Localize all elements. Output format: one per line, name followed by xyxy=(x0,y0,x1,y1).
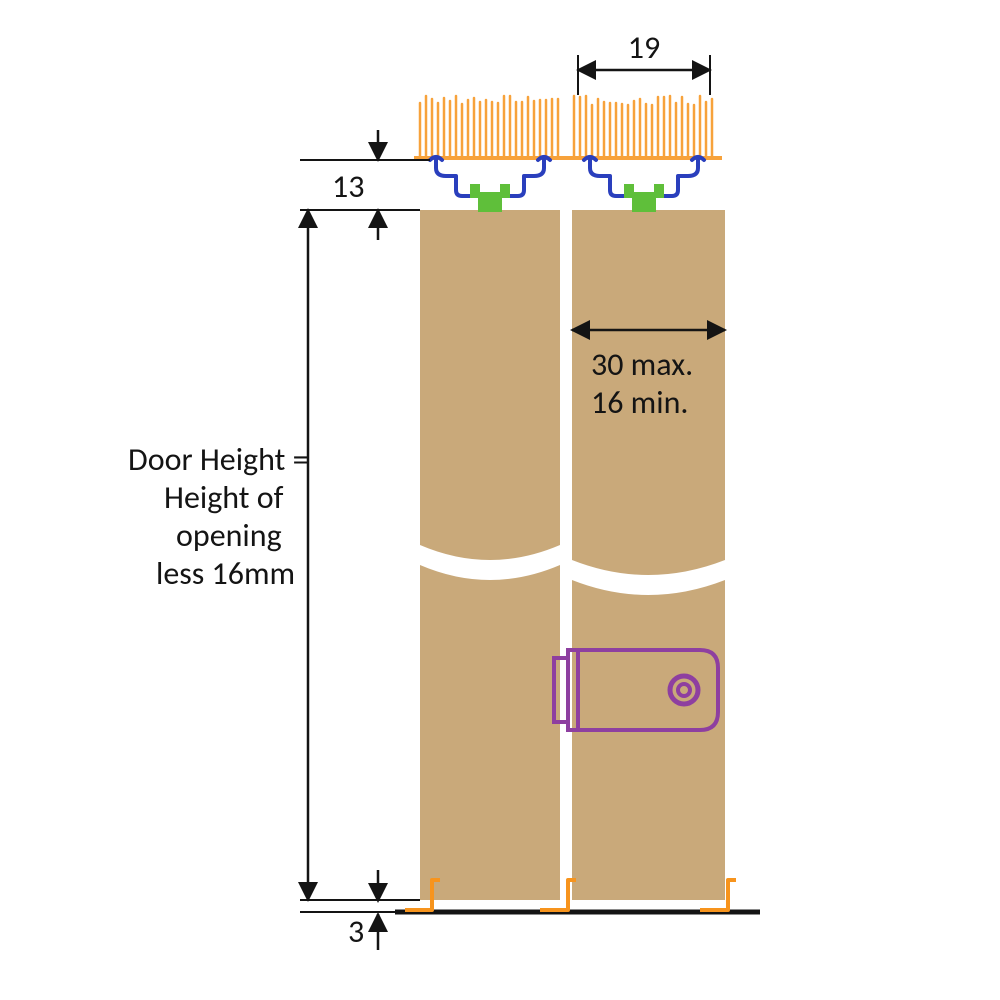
dim-track-width-label: 19 xyxy=(628,28,660,67)
dim-hanger-height: 13 xyxy=(300,130,430,240)
hanger-left xyxy=(470,184,510,212)
top-track-right xyxy=(584,157,704,196)
door-section-diagram: 19 13 Door Height = Height of opening le… xyxy=(0,0,1000,1000)
dim-door-height-label-4: less 16mm xyxy=(156,554,295,593)
dim-bottom-gap-label: 3 xyxy=(348,912,364,951)
dim-door-height-label-1: Door Height = xyxy=(128,440,309,479)
brush-seal xyxy=(414,96,722,158)
dim-track-width: 19 xyxy=(578,28,710,95)
dim-thickness-min: 16 min. xyxy=(591,383,688,422)
dim-bottom-gap: 3 xyxy=(300,870,398,951)
dim-door-height-label-2: Height of xyxy=(164,478,284,517)
dim-door-height-label-3: opening xyxy=(176,516,282,555)
hanger-right xyxy=(624,184,664,212)
dim-thickness-max: 30 max. xyxy=(591,345,693,384)
door-panels xyxy=(420,210,725,900)
dim-door-height: Door Height = Height of opening less 16m… xyxy=(128,210,420,900)
top-track-left xyxy=(430,157,550,196)
dim-hanger-height-label: 13 xyxy=(332,167,364,206)
